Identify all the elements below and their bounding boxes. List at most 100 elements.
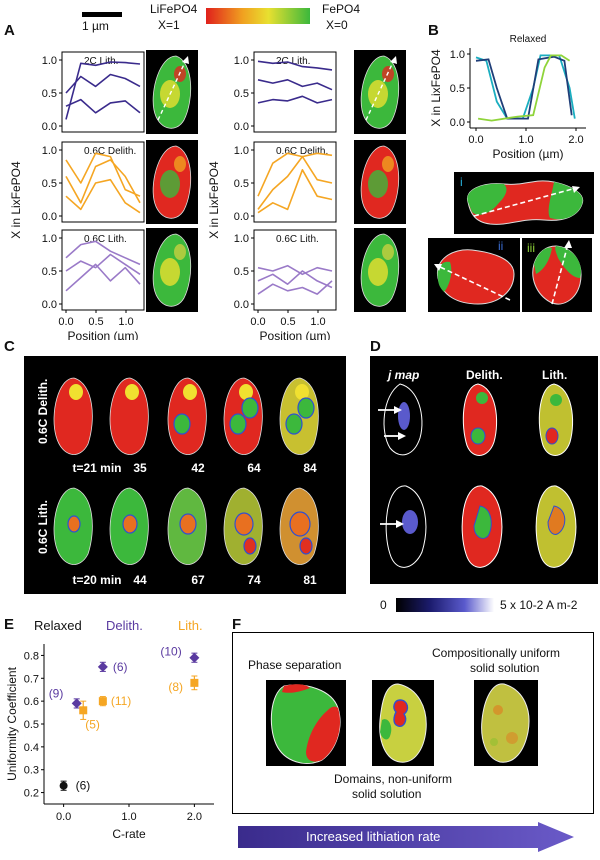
e-point-Lith. (79, 706, 88, 715)
c-domain (239, 384, 253, 400)
panel-b-title: Relaxed (510, 34, 547, 45)
panel-a-plot-1-1: 0.0 0.5 1.0 0.6C Delith. (234, 140, 406, 224)
panel-a-yticklabel: 0.5 (234, 88, 249, 100)
panel-b-particle-i: i (454, 172, 594, 234)
panel-a-xticklabel: 1.0 (118, 316, 133, 328)
legend-left-name: LiFePO4 (150, 2, 198, 16)
e-point-Lith. (190, 678, 199, 687)
panel-a-curve (257, 152, 333, 197)
d-lith-2 (535, 485, 577, 568)
panel-a-yticklabel: 0.5 (42, 88, 57, 100)
panel-b-curve (477, 54, 571, 122)
c-domain (69, 384, 83, 400)
panel-a-curve (65, 253, 141, 275)
panel-a-xticklabel: 1.0 (310, 316, 325, 328)
panel-a-domain (368, 170, 388, 198)
panel-a-domain (382, 244, 394, 260)
panel-a-row-label: 0.6C Lith. (84, 234, 127, 245)
panel-a-curve (65, 178, 141, 214)
panel-a-yticklabel: 0.5 (42, 178, 57, 190)
d-domain (473, 505, 492, 539)
d-domain (476, 392, 488, 404)
f-particle-phase-sep (266, 680, 346, 766)
c-domain (299, 537, 313, 555)
d-header-jmap: j map (388, 368, 420, 382)
panel-b-particle-ii: ii (428, 238, 520, 312)
c-domain (67, 515, 81, 533)
panel-a-row-label: 2C Lith. (276, 56, 310, 67)
c-particle-1-3 (223, 487, 263, 565)
c-particle-1-2 (167, 487, 207, 565)
panel-a-frame (61, 141, 145, 223)
panel-a-yticklabel: 0.5 (234, 266, 249, 278)
panel-b-ylabel: X in LixFePO4 (429, 49, 443, 127)
panel-a-xticklabel: 0.0 (250, 316, 265, 328)
c-domain (243, 537, 257, 555)
panel-a-row-label: 0.6C Delith. (276, 146, 328, 157)
d-domain (547, 505, 566, 535)
e-point-label: (8) (168, 680, 183, 694)
panel-label-e: E (4, 616, 15, 633)
e-yticklabel: 0.8 (24, 650, 39, 662)
legend-right-name: FePO4 (322, 2, 361, 16)
c-particle-body (53, 377, 93, 455)
f-label-phase-sep: Phase separation (248, 658, 342, 672)
d-domain (545, 427, 559, 445)
panel-a-curve (65, 263, 141, 292)
f-arrow-text: Increased lithiation rate (306, 829, 441, 844)
e-xticklabel: 0.0 (56, 811, 71, 823)
panel-a-curve (65, 152, 141, 197)
d-current-scale-bar (396, 598, 494, 612)
f-label-uniform-2: solid solution (470, 661, 540, 675)
panel-b-chart: Relaxed 0.0 0.5 1.0 0.0 1.0 2.0 Position (µm) X … (429, 34, 586, 161)
panel-b-curve (475, 54, 576, 120)
d-delith-2 (461, 485, 503, 568)
c-time-2-1: t=20 min (72, 573, 122, 587)
f-label-domains-2: solid solution (352, 787, 422, 801)
e-yticklabel: 0.4 (24, 742, 39, 754)
c-time-1-2: 35 (133, 461, 147, 475)
panel-a-xlabel: Position (µm) (68, 329, 139, 340)
e-point-Delith. (189, 652, 200, 663)
panel-a-yticklabel: 0.0 (42, 299, 57, 311)
c-domain (289, 511, 311, 537)
d-jmap-hotspot (402, 510, 418, 534)
e-point-label: (9) (49, 686, 64, 700)
panel-a-curve (65, 240, 141, 266)
c-domain (173, 413, 191, 435)
panel-a-yticklabel: 0.0 (234, 211, 249, 223)
e-point-label: (5) (85, 717, 100, 731)
panel-a-curve (257, 79, 333, 91)
panel-label-c: C (4, 338, 15, 355)
panel-label-a: A (4, 22, 15, 39)
panel-a-yticklabel: 1.0 (42, 145, 57, 157)
e-point-Delith. (97, 661, 108, 672)
panel-c-row2-label: 0.6C Lith. (36, 499, 50, 554)
panel-a-curve (65, 98, 141, 114)
particle-i-label: i (460, 175, 463, 189)
c-domain (179, 513, 197, 535)
color-gradient-bar (206, 8, 310, 24)
c-domain (234, 512, 254, 536)
e-yticklabel: 0.6 (24, 696, 39, 708)
panel-a-xlabel: Position (µm) (260, 329, 331, 340)
scale-bar (82, 12, 122, 17)
f-label-uniform-1: Compositionally uniform (432, 646, 561, 660)
panel-a-xticklabel: 0.0 (58, 316, 73, 328)
panel-b-xlabel: Position (µm) (493, 147, 564, 161)
panel-a-domain (368, 258, 388, 286)
panel-a-domain (174, 244, 186, 260)
panel-b-xticklabel: 2.0 (568, 134, 583, 146)
d-domain (470, 427, 486, 445)
panel-a-domain (174, 156, 186, 172)
f-label-domains-1: Domains, non-uniform (334, 772, 453, 786)
d-jmap-1 (383, 383, 423, 456)
e-point-Lith. (98, 697, 107, 706)
panel-a-frame (61, 51, 145, 133)
c-particle-0-3 (223, 377, 263, 455)
panel-a-curve (257, 169, 333, 214)
c-particle-1-4 (279, 487, 319, 565)
d-scale-min: 0 (380, 598, 387, 612)
d-arrowhead (398, 432, 406, 440)
panel-a-xticklabel: 0.5 (280, 316, 295, 328)
